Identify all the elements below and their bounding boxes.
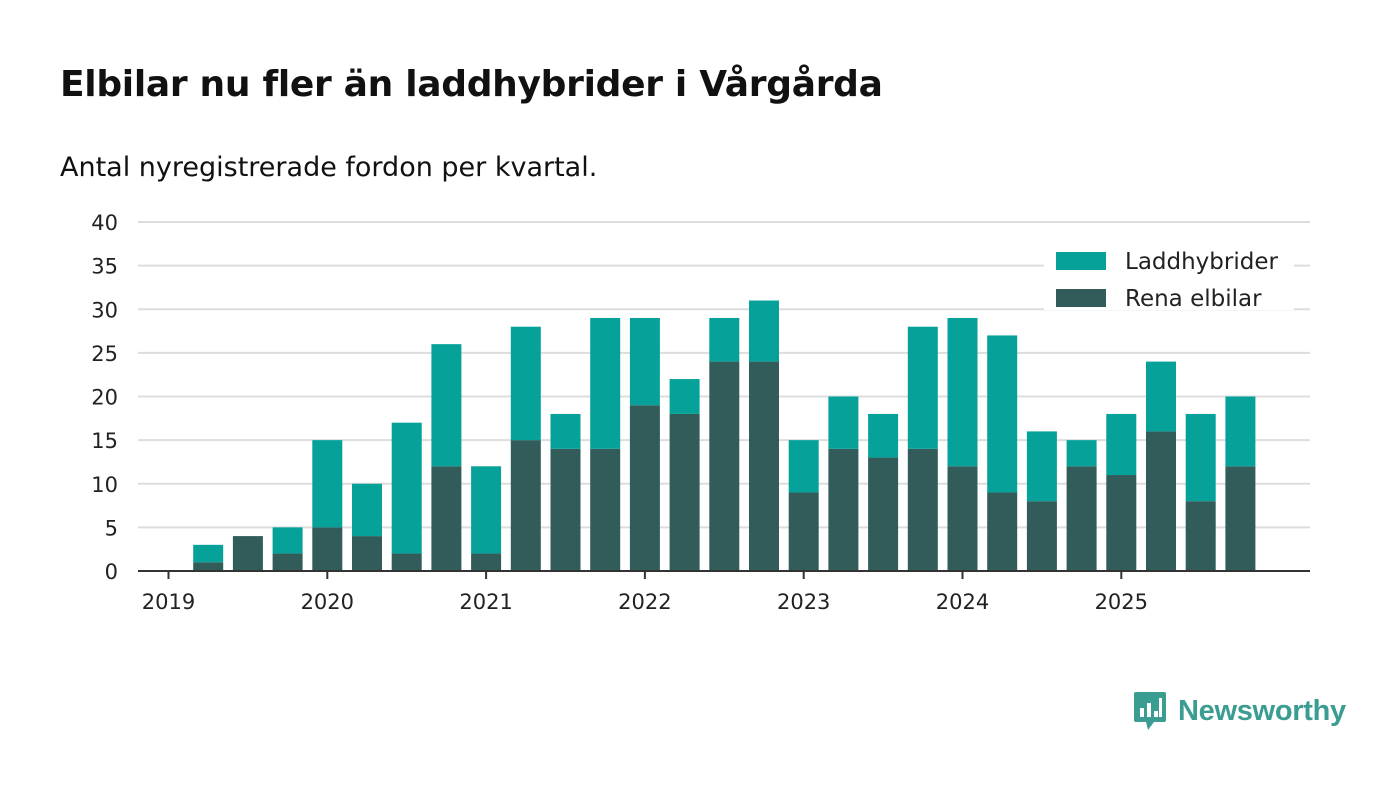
bar-rena-elbilar	[471, 553, 502, 571]
x-tick-label: 2019	[142, 590, 195, 614]
bar-laddhybrider	[788, 440, 819, 493]
bar-laddhybrider	[1106, 413, 1137, 476]
bars	[193, 300, 1256, 571]
bar-laddhybrider	[709, 317, 740, 362]
bar-laddhybrider	[550, 413, 581, 449]
bar-rena-elbilar	[1066, 466, 1097, 571]
bar-rena-elbilar	[987, 492, 1018, 571]
bar-rena-elbilar	[788, 492, 819, 571]
legend-label-laddhybrider: Laddhybrider	[1125, 249, 1278, 275]
newsworthy-logo: Newsworthy	[1132, 690, 1346, 732]
bar-laddhybrider	[828, 396, 859, 449]
bar-rena-elbilar	[868, 457, 899, 571]
bar-rena-elbilar	[272, 553, 303, 571]
bar-rena-elbilar	[550, 448, 581, 571]
bar-laddhybrider	[272, 527, 303, 554]
bar-laddhybrider	[510, 326, 541, 441]
x-axis: 2019 2020 2021 2022 2023 2024 2025	[138, 570, 1310, 614]
bar-rena-elbilar	[629, 405, 660, 571]
bar-rena-elbilar	[947, 466, 978, 571]
y-tick-label: 35	[91, 255, 118, 279]
bar-laddhybrider	[868, 413, 899, 458]
x-tick-label: 2025	[1095, 590, 1148, 614]
bar-laddhybrider	[1185, 413, 1216, 502]
bar-rena-elbilar	[709, 361, 740, 571]
bar-rena-elbilar	[431, 466, 462, 571]
bar-rena-elbilar	[510, 440, 541, 571]
bar-rena-elbilar	[590, 448, 621, 571]
y-tick-label: 30	[91, 298, 118, 322]
bar-rena-elbilar	[1106, 475, 1137, 571]
bar-rena-elbilar	[1185, 501, 1216, 571]
legend-swatch-rena-elbilar	[1056, 289, 1106, 307]
x-tick-label: 2021	[459, 590, 512, 614]
bar-rena-elbilar	[1146, 431, 1176, 571]
bar-rena-elbilar	[1026, 501, 1057, 571]
y-tick-label: 40	[91, 211, 118, 235]
bar-laddhybrider	[1146, 361, 1176, 432]
bar-laddhybrider	[749, 300, 779, 362]
bar-laddhybrider	[987, 335, 1018, 493]
bar-rena-elbilar	[1225, 466, 1256, 571]
y-tick-label: 15	[91, 429, 118, 453]
bar-laddhybrider	[352, 483, 382, 537]
x-tick-label: 2024	[936, 590, 989, 614]
chart-title: Elbilar nu fler än laddhybrider i Vårgår…	[60, 64, 883, 105]
bar-rena-elbilar	[749, 361, 779, 571]
legend-swatch-laddhybrider	[1056, 252, 1106, 270]
bar-laddhybrider	[1225, 396, 1256, 467]
y-tick-label: 25	[91, 342, 118, 366]
y-tick-label: 20	[91, 386, 118, 410]
bar-laddhybrider	[431, 344, 462, 467]
newsworthy-logo-text: Newsworthy	[1178, 694, 1346, 727]
bar-laddhybrider	[193, 544, 224, 563]
chart-subtitle: Antal nyregistrerade fordon per kvartal.	[60, 152, 598, 183]
bar-laddhybrider	[907, 326, 938, 449]
bar-laddhybrider	[1026, 431, 1057, 502]
y-tick-label: 10	[91, 473, 118, 497]
y-tick-label: 0	[105, 560, 118, 584]
bar-rena-elbilar	[391, 553, 422, 571]
x-tick-label: 2020	[301, 590, 354, 614]
x-tick-label: 2022	[618, 590, 671, 614]
bar-rena-elbilar	[312, 527, 343, 571]
legend-label-rena-elbilar: Rena elbilar	[1125, 286, 1262, 312]
bar-laddhybrider	[669, 379, 700, 414]
bar-rena-elbilar	[232, 536, 263, 571]
bar-rena-elbilar	[907, 448, 938, 571]
y-axis-ticks: 0 5 10 15 20 25 30 35 40	[91, 211, 118, 584]
bar-rena-elbilar	[352, 536, 382, 571]
y-tick-label: 5	[105, 516, 118, 540]
bar-rena-elbilar	[828, 448, 859, 571]
bar-laddhybrider	[629, 317, 660, 406]
newsworthy-logo-icon	[1134, 692, 1166, 730]
bar-laddhybrider	[1066, 440, 1097, 467]
bar-laddhybrider	[312, 440, 343, 528]
bar-laddhybrider	[471, 466, 502, 554]
bar-rena-elbilar	[669, 413, 700, 571]
x-tick-label: 2023	[777, 590, 830, 614]
bar-laddhybrider	[590, 317, 621, 449]
bar-laddhybrider	[947, 317, 978, 467]
bar-rena-elbilar	[193, 562, 224, 571]
bar-laddhybrider	[391, 422, 422, 554]
legend: Laddhybrider Rena elbilar	[1044, 242, 1294, 312]
